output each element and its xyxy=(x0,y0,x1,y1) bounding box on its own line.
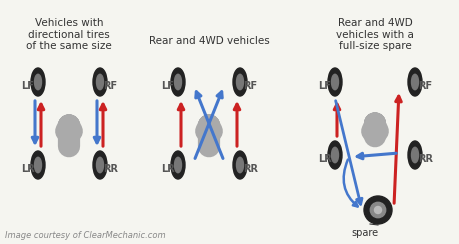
Ellipse shape xyxy=(411,74,418,90)
Text: Image courtesy of ClearMechanic.com: Image courtesy of ClearMechanic.com xyxy=(5,231,165,240)
Ellipse shape xyxy=(93,151,107,179)
Text: LR: LR xyxy=(21,164,35,174)
Text: spare: spare xyxy=(351,228,378,238)
Text: RR: RR xyxy=(242,164,257,174)
Ellipse shape xyxy=(93,68,107,96)
Ellipse shape xyxy=(96,74,103,90)
Text: RF: RF xyxy=(103,81,117,91)
Text: Rear and 4WD
vehicles with a
full-size spare: Rear and 4WD vehicles with a full-size s… xyxy=(336,18,413,51)
Text: LF: LF xyxy=(317,81,330,91)
Ellipse shape xyxy=(411,147,418,163)
Ellipse shape xyxy=(34,157,41,173)
Ellipse shape xyxy=(407,141,421,169)
Ellipse shape xyxy=(171,68,185,96)
Ellipse shape xyxy=(31,68,45,96)
Text: LR: LR xyxy=(317,154,331,164)
Ellipse shape xyxy=(331,74,338,90)
Ellipse shape xyxy=(174,157,181,173)
Text: LF: LF xyxy=(161,81,174,91)
Ellipse shape xyxy=(327,68,341,96)
Ellipse shape xyxy=(96,157,103,173)
Ellipse shape xyxy=(407,68,421,96)
Text: LF: LF xyxy=(21,81,34,91)
Text: RF: RF xyxy=(242,81,257,91)
Text: RR: RR xyxy=(417,154,432,164)
Text: RF: RF xyxy=(417,81,431,91)
Circle shape xyxy=(369,202,385,218)
Text: LR: LR xyxy=(161,164,174,174)
Ellipse shape xyxy=(233,151,246,179)
Ellipse shape xyxy=(331,147,338,163)
Ellipse shape xyxy=(174,74,181,90)
Circle shape xyxy=(374,206,381,214)
Text: Vehicles with
directional tires
of the same size: Vehicles with directional tires of the s… xyxy=(26,18,112,51)
Text: RR: RR xyxy=(103,164,118,174)
Text: Rear and 4WD vehicles: Rear and 4WD vehicles xyxy=(148,36,269,46)
Ellipse shape xyxy=(31,151,45,179)
Ellipse shape xyxy=(233,68,246,96)
Ellipse shape xyxy=(34,74,41,90)
Circle shape xyxy=(363,196,391,224)
Ellipse shape xyxy=(236,74,243,90)
Ellipse shape xyxy=(327,141,341,169)
Ellipse shape xyxy=(171,151,185,179)
Ellipse shape xyxy=(236,157,243,173)
